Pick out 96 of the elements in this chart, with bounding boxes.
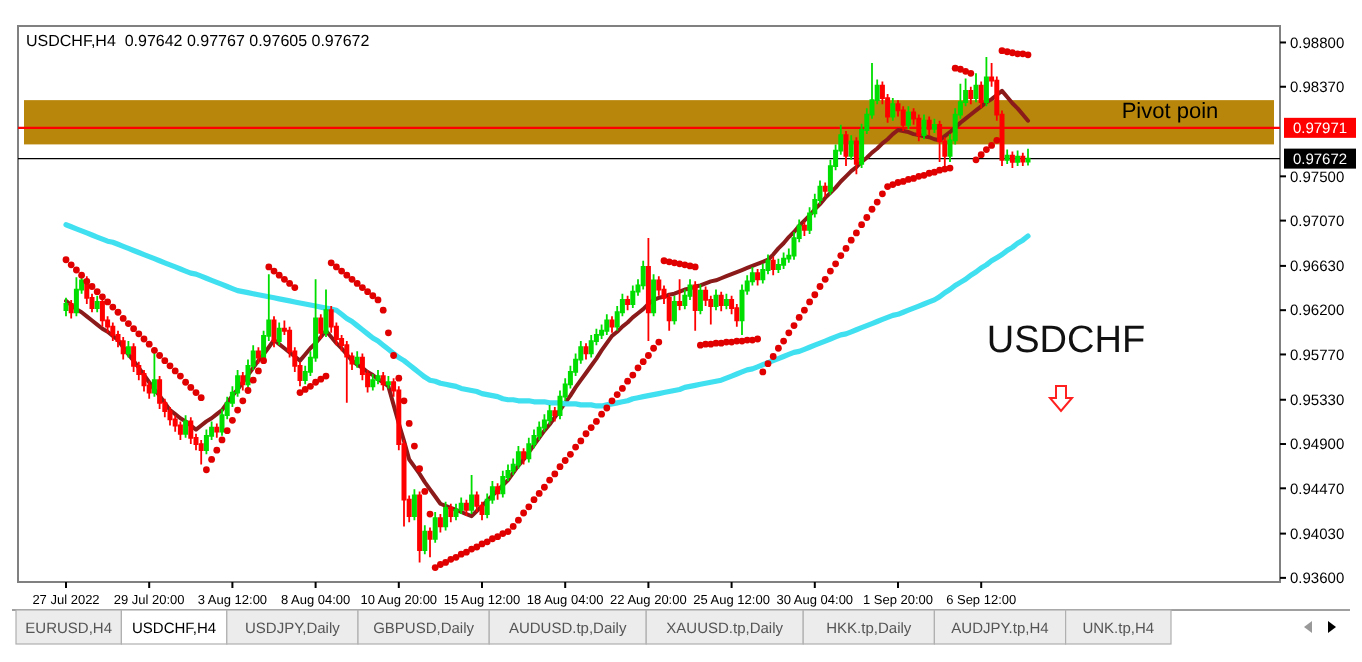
candlestick <box>1025 147 1031 167</box>
candlestick <box>708 294 714 326</box>
candlestick <box>380 371 386 392</box>
candlestick <box>318 313 324 340</box>
candlestick <box>469 474 475 515</box>
candlestick <box>541 413 547 433</box>
candlestick <box>375 369 381 386</box>
candlestick <box>536 420 542 441</box>
candlestick <box>583 342 589 361</box>
candlestick <box>453 502 459 522</box>
candlestick <box>651 273 657 318</box>
candlestick <box>131 342 137 373</box>
candlestick <box>890 97 896 122</box>
candlestick <box>188 416 194 445</box>
candlestick <box>437 513 443 534</box>
band-label: Pivot poin <box>1121 100 1219 125</box>
candlestick <box>734 303 740 328</box>
candlestick <box>822 181 828 198</box>
candlestick <box>760 262 766 285</box>
candlestick <box>120 336 126 361</box>
candlestick <box>656 275 662 297</box>
candlestick <box>443 500 449 532</box>
candlestick <box>151 350 157 398</box>
candlestick <box>968 85 974 106</box>
candlestick <box>713 288 719 312</box>
candlestick <box>474 490 480 513</box>
candlestick <box>1004 148 1010 165</box>
candlestick <box>781 251 787 270</box>
candlestick <box>323 288 329 338</box>
candlestick <box>255 346 261 365</box>
candlestick <box>609 315 615 334</box>
candlestick <box>344 340 350 404</box>
candlestick <box>110 321 116 342</box>
candlestick <box>183 414 189 439</box>
candlestick <box>500 469 506 499</box>
candlestick <box>240 371 246 392</box>
candlestick <box>921 113 927 141</box>
candlestick <box>687 278 693 301</box>
candlestick <box>775 257 781 275</box>
candlestick <box>978 80 984 110</box>
candlestick <box>495 482 501 501</box>
candlestick <box>1009 150 1015 169</box>
candlestick <box>801 220 807 237</box>
candlestick <box>125 340 131 359</box>
candlestick <box>755 268 761 287</box>
candlestick <box>677 278 683 312</box>
candlestick <box>515 445 521 470</box>
candlestick <box>172 414 178 433</box>
candlestick <box>973 72 979 104</box>
candlestick <box>905 105 911 130</box>
candlestick <box>931 117 937 134</box>
candlestick <box>604 313 610 336</box>
candlestick <box>770 255 776 277</box>
candlestick <box>848 134 854 161</box>
candlestick <box>692 280 698 332</box>
candlestick <box>463 498 469 517</box>
candlestick <box>552 406 558 423</box>
candlestick <box>625 294 631 312</box>
chart-title: USDCHF,H4 0.97642 0.97767 0.97605 0.97672 <box>26 32 371 50</box>
candlestick <box>68 298 74 320</box>
candlestick <box>749 266 755 287</box>
candlestick <box>370 373 376 392</box>
candlestick <box>765 253 771 276</box>
candlestick <box>141 369 147 393</box>
candlestick <box>422 524 428 556</box>
candlestick <box>276 321 282 347</box>
candlestick <box>448 502 454 524</box>
candlestick <box>214 422 220 439</box>
candlestick <box>1015 149 1021 167</box>
candlestick <box>588 333 594 359</box>
candlestick <box>458 496 464 515</box>
candlestick <box>354 350 360 369</box>
candlestick <box>1020 151 1026 167</box>
candlestick <box>723 292 729 311</box>
candlestick <box>853 136 859 176</box>
candlestick <box>547 404 553 426</box>
candlestick <box>521 447 527 466</box>
candlestick <box>385 375 391 390</box>
candlestick <box>640 259 646 291</box>
candlestick <box>271 315 277 349</box>
candlestick <box>630 284 636 310</box>
candlestick <box>417 490 423 564</box>
candlestick <box>177 420 183 441</box>
annotation: USDCHF <box>986 320 1146 362</box>
candlestick <box>645 237 651 342</box>
candlestick <box>666 292 672 332</box>
candlestick <box>167 406 173 427</box>
candlestick <box>739 283 745 336</box>
candlestick <box>926 115 932 137</box>
candlestick <box>526 436 532 464</box>
candlestick <box>427 526 433 559</box>
candlestick <box>157 375 163 410</box>
candlestick <box>63 296 69 318</box>
candlestick <box>718 290 724 313</box>
candlestick <box>198 439 204 466</box>
candlestick <box>432 511 438 544</box>
